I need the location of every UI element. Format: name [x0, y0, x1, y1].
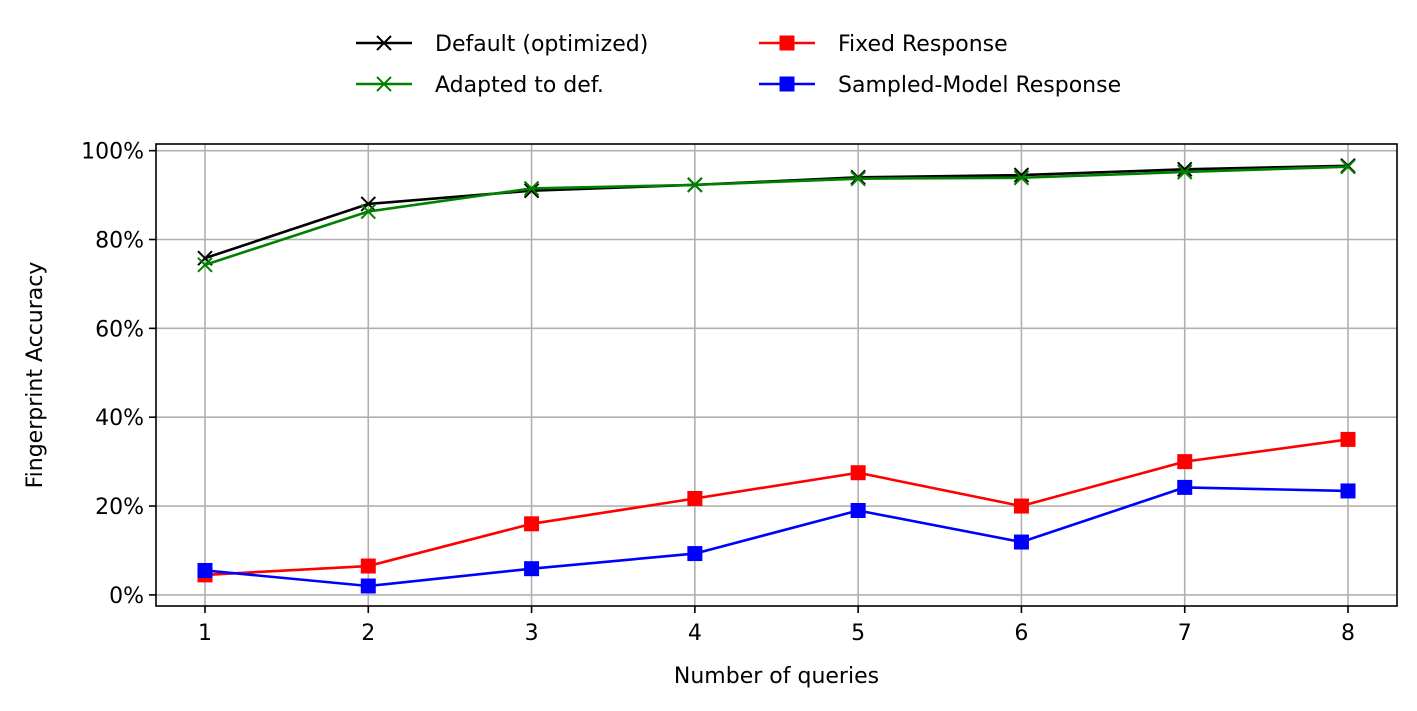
data-point	[850, 170, 866, 187]
data-point	[1177, 454, 1193, 470]
data-point	[523, 180, 540, 197]
legend-marker	[376, 76, 392, 92]
series-1	[197, 158, 1356, 273]
data-point	[197, 257, 213, 273]
legend-label: Adapted to def.	[435, 73, 604, 98]
series-layer	[197, 158, 1356, 594]
y-tick-label: 20%	[95, 495, 144, 520]
data-point	[360, 196, 376, 212]
data-point	[1013, 534, 1029, 550]
x-tick-label: 3	[525, 621, 539, 646]
data-point	[197, 562, 213, 578]
data-point	[360, 558, 376, 574]
data-point	[1340, 483, 1356, 499]
data-point	[1177, 479, 1193, 495]
legend: Default (optimized) Adapted to def. Fixed …	[356, 32, 1121, 98]
x-tick-label: 8	[1341, 621, 1355, 646]
legend-item: Default (optimized)	[356, 32, 648, 57]
data-point	[687, 177, 703, 193]
data-point	[1177, 164, 1193, 180]
legend-marker	[779, 76, 795, 92]
data-point	[687, 546, 703, 562]
legend-label: Sampled-Model Response	[838, 73, 1121, 98]
x-tick-label: 7	[1178, 621, 1192, 646]
x-tick-label: 1	[198, 621, 212, 646]
legend-label: Fixed Response	[838, 32, 1008, 57]
data-point	[524, 561, 540, 577]
data-point	[1177, 161, 1193, 178]
series-line	[204, 164, 1349, 260]
series-line	[204, 438, 1349, 577]
data-point	[524, 516, 540, 532]
data-point	[360, 578, 376, 594]
data-point	[1340, 158, 1356, 175]
legend-label: Default (optimized)	[435, 32, 648, 57]
series-3	[197, 479, 1356, 594]
y-tick-label: 40%	[95, 406, 144, 431]
legend-item: Sampled-Model Response	[759, 73, 1121, 98]
x-axis: 1 2 3 4 5 6 7 8	[198, 606, 1355, 646]
data-point	[360, 203, 376, 220]
grid-lines	[156, 144, 1397, 606]
data-point	[523, 182, 540, 199]
legend-item: Adapted to def.	[356, 73, 604, 98]
data-point	[850, 465, 866, 481]
y-axis-label: Fingerprint Accuracy	[23, 262, 48, 489]
data-point	[687, 490, 703, 506]
y-tick-label: 100%	[81, 140, 144, 165]
x-tick-label: 4	[688, 621, 702, 646]
data-point	[1013, 167, 1030, 183]
legend-marker	[779, 35, 795, 51]
data-point	[1013, 498, 1029, 514]
series-2	[197, 431, 1356, 583]
data-point	[1340, 431, 1356, 447]
x-tick-label: 2	[361, 621, 375, 646]
x-tick-label: 5	[851, 621, 865, 646]
y-axis: 0% 20% 40% 60% 80% 100%	[81, 140, 156, 609]
data-point	[1013, 170, 1030, 186]
y-tick-label: 80%	[95, 229, 144, 254]
y-tick-label: 0%	[109, 584, 144, 609]
y-tick-label: 60%	[95, 317, 144, 342]
series-line	[204, 165, 1349, 267]
legend-marker	[376, 35, 392, 51]
plot-area-frame	[155, 143, 1398, 607]
x-tick-label: 6	[1014, 621, 1028, 646]
data-point	[850, 502, 866, 518]
legend-item: Fixed Response	[759, 32, 1008, 57]
x-axis-label: Number of queries	[674, 664, 879, 689]
series-line	[204, 486, 1349, 588]
